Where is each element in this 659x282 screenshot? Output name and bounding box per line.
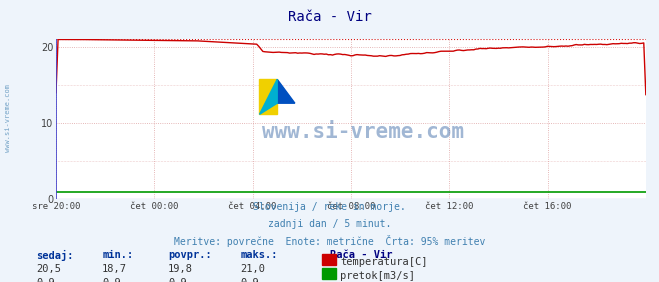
- Text: Meritve: povrečne  Enote: metrične  Črta: 95% meritev: Meritve: povrečne Enote: metrične Črta: …: [174, 235, 485, 248]
- Text: 0,9: 0,9: [102, 278, 121, 282]
- Text: 18,7: 18,7: [102, 264, 127, 274]
- Text: www.si-vreme.com: www.si-vreme.com: [5, 84, 11, 153]
- Text: povpr.:: povpr.:: [168, 250, 212, 259]
- Text: min.:: min.:: [102, 250, 133, 259]
- Text: Rača - Vir: Rača - Vir: [287, 10, 372, 24]
- Text: Slovenija / reke in morje.: Slovenija / reke in morje.: [253, 202, 406, 212]
- Text: 19,8: 19,8: [168, 264, 193, 274]
- Text: Rača - Vir: Rača - Vir: [330, 250, 392, 259]
- Text: sedaj:: sedaj:: [36, 250, 74, 261]
- Polygon shape: [277, 79, 295, 103]
- Text: www.si-vreme.com: www.si-vreme.com: [262, 122, 464, 142]
- Bar: [260, 79, 277, 114]
- Text: 0,9: 0,9: [36, 278, 55, 282]
- Text: 21,0: 21,0: [241, 264, 266, 274]
- Text: temperatura[C]: temperatura[C]: [340, 257, 428, 266]
- Text: pretok[m3/s]: pretok[m3/s]: [340, 271, 415, 281]
- Text: 20,5: 20,5: [36, 264, 61, 274]
- Text: 0,9: 0,9: [168, 278, 186, 282]
- Text: 0,9: 0,9: [241, 278, 259, 282]
- Text: zadnji dan / 5 minut.: zadnji dan / 5 minut.: [268, 219, 391, 228]
- Polygon shape: [260, 79, 277, 114]
- Text: maks.:: maks.:: [241, 250, 278, 259]
